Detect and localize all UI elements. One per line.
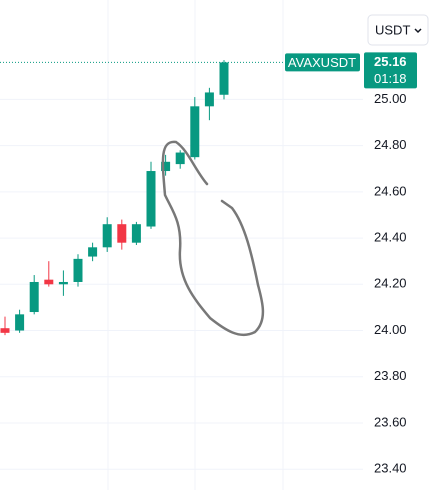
price-tag: [364, 52, 417, 89]
candle-body: [190, 106, 200, 158]
candle-body: [219, 62, 229, 95]
y-tick-label: 24.00: [374, 322, 407, 337]
y-tick-label: 23.40: [374, 461, 407, 476]
candle-body: [175, 152, 185, 165]
candle-body: [29, 281, 39, 313]
y-tick-label: 25.00: [374, 91, 407, 106]
candle-body: [161, 161, 171, 172]
chevron: [414, 28, 422, 34]
y-tick-label: 23.60: [374, 414, 407, 429]
last-price: AVAXUSDT 25.16 01:18: [0, 52, 417, 89]
countdown-label: 01:18: [374, 71, 407, 86]
y-tick-label: 24.60: [374, 183, 407, 198]
symbol-tag: [285, 53, 360, 72]
candle-body: [204, 92, 214, 107]
y-tick-label: 23.80: [374, 368, 407, 383]
symbol-label: AVAXUSDT: [288, 55, 356, 70]
currency-box[interactable]: [367, 14, 429, 46]
candle-body: [0, 328, 10, 333]
candle-body: [102, 224, 112, 248]
candle-body: [117, 224, 127, 243]
candle-body: [131, 224, 141, 243]
y-axis: 23.40 23.60 23.80 24.00 24.20 24.40 24.60 24.80…: [374, 91, 407, 476]
candles: [0, 60, 229, 336]
y-tick-label: 24.20: [374, 276, 407, 291]
y-tick-label: 24.40: [374, 230, 407, 245]
candle-body: [88, 247, 98, 257]
drawing-scribble: [161, 140, 265, 337]
candle-body: [44, 279, 54, 285]
grid: [0, 0, 363, 490]
y-tick-label: 24.80: [374, 137, 407, 152]
candle-body: [73, 258, 83, 282]
last-price-label: 25.16: [374, 54, 407, 69]
currency-select[interactable]: USDT: [367, 14, 429, 46]
candle-body: [15, 314, 25, 331]
currency-label[interactable]: USDT: [375, 22, 410, 37]
candle-body: [58, 281, 68, 285]
candle-body: [146, 171, 156, 227]
